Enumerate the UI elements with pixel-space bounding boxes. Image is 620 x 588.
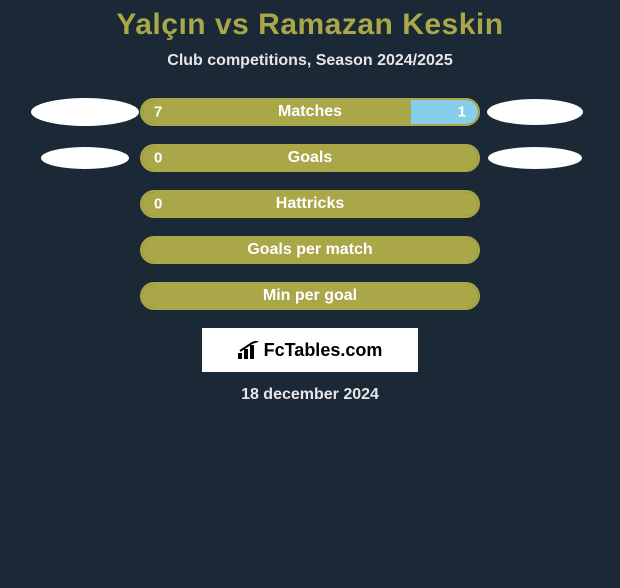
right-ellipse xyxy=(487,99,583,125)
right-value: 1 xyxy=(458,104,466,121)
bar-track: Goals per match xyxy=(140,236,480,264)
stat-row: Goals per match xyxy=(0,236,620,264)
stats-rows: 7 1 Matches 0 Goals 0 Hattricks Goals per match… xyxy=(0,98,620,310)
page-subtitle: Club competitions, Season 2024/2025 xyxy=(0,52,620,70)
left-value: 0 xyxy=(154,196,162,213)
right-ellipse xyxy=(488,147,582,169)
left-ellipse xyxy=(31,98,139,126)
bar-track: Min per goal xyxy=(140,282,480,310)
fill-right xyxy=(411,100,478,124)
stat-row: 7 1 Matches xyxy=(0,98,620,126)
brand-box: FcTables.com xyxy=(202,328,418,372)
bar-label: Goals per match xyxy=(247,241,372,259)
bar-track: 0 Goals xyxy=(140,144,480,172)
stat-row: Min per goal xyxy=(0,282,620,310)
page-title: Yalçın vs Ramazan Keskin xyxy=(0,8,620,42)
bar-label: Goals xyxy=(288,149,332,167)
bar-track: 7 1 Matches xyxy=(140,98,480,126)
right-side xyxy=(480,147,590,169)
left-side xyxy=(30,98,140,126)
left-value: 0 xyxy=(154,150,162,167)
bar-label: Hattricks xyxy=(276,195,344,213)
chart-icon xyxy=(238,341,260,359)
stat-row: 0 Goals xyxy=(0,144,620,172)
left-value: 7 xyxy=(154,104,162,121)
left-side xyxy=(30,147,140,169)
stat-row: 0 Hattricks xyxy=(0,190,620,218)
right-side xyxy=(480,99,590,125)
left-ellipse xyxy=(41,147,129,169)
date-text: 18 december 2024 xyxy=(0,386,620,404)
brand-text: FcTables.com xyxy=(264,340,383,361)
bar-track: 0 Hattricks xyxy=(140,190,480,218)
bar-label: Min per goal xyxy=(263,287,357,305)
bar-label: Matches xyxy=(278,103,342,121)
fill-left xyxy=(142,100,411,124)
